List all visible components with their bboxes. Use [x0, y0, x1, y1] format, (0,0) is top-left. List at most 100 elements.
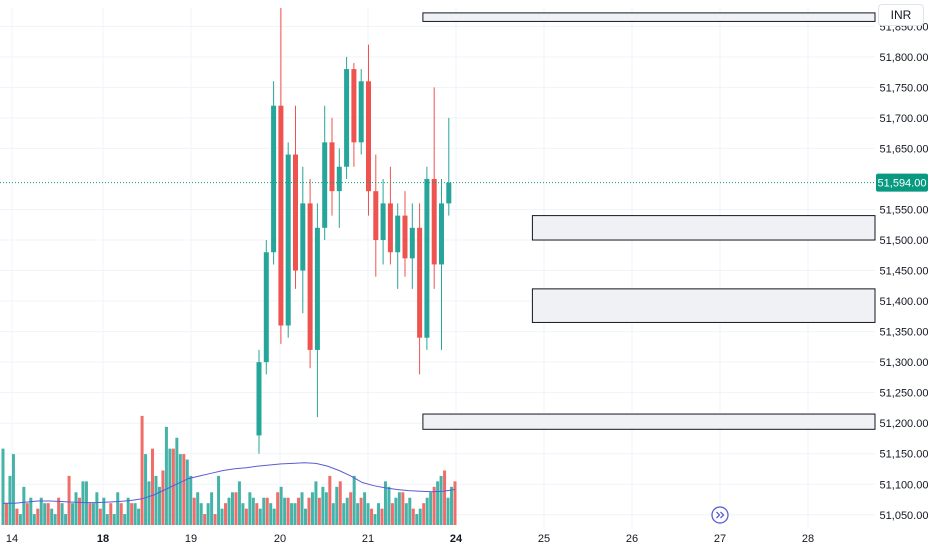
volume-bar: [71, 503, 75, 525]
volume-bar: [397, 492, 401, 525]
volume-bar: [98, 508, 102, 525]
price-tick-label: 51,500.00: [880, 235, 929, 247]
volume-bar: [22, 486, 26, 525]
time-tick-label: 18: [97, 533, 109, 545]
candle-body: [439, 203, 444, 265]
volume-bar: [147, 481, 151, 525]
volume-bar: [50, 508, 54, 525]
volume-bar: [331, 503, 335, 525]
candle-body: [300, 203, 306, 271]
candlesticks: [256, 8, 452, 454]
volume-bar: [255, 503, 259, 525]
volume-bar: [359, 497, 363, 525]
volume-bar: [130, 503, 134, 525]
volume-bar: [453, 481, 457, 525]
volume-bar: [105, 514, 109, 525]
volume-bar: [151, 448, 155, 525]
price-tick-label: 51,200.00: [880, 418, 929, 430]
volume-bar: [196, 492, 200, 525]
candle-body: [314, 227, 320, 350]
price-zones: [422, 12, 876, 430]
candle-body: [307, 203, 313, 350]
candle-body: [424, 178, 430, 338]
volume-bar: [189, 475, 193, 525]
volume-bar: [370, 508, 374, 525]
volume-bar: [310, 492, 314, 525]
volume-bar: [46, 503, 50, 525]
volume-bar: [18, 514, 22, 525]
volume-bar: [217, 475, 221, 525]
volume-bar: [411, 508, 415, 525]
volume-bar: [234, 492, 238, 525]
scroll-to-realtime-button[interactable]: [710, 505, 730, 525]
volume-bar: [383, 481, 387, 525]
price-tick-label: 51,450.00: [880, 266, 929, 278]
volume-bar: [1, 448, 5, 525]
volume-bar: [230, 492, 234, 525]
volume-bar: [157, 486, 161, 525]
price-tick-label: 51,050.00: [880, 510, 929, 522]
volume-moving-average-line: [3, 462, 456, 504]
price-tick-label: 51,250.00: [880, 388, 929, 400]
candle-body: [336, 166, 342, 192]
volume-bar: [338, 481, 342, 525]
price-axis[interactable]: 51,850.0051,800.0051,750.0051,700.0051,6…: [880, 21, 929, 521]
time-axis[interactable]: 14 18 19 20 21 24 25 26 27 28: [6, 533, 814, 545]
time-tick-label: 19: [185, 533, 197, 545]
candle-body: [446, 182, 452, 204]
last-price-label: 51,594.00: [878, 178, 927, 190]
volume-bar: [36, 508, 40, 525]
volume-bar: [418, 508, 422, 525]
time-tick-label: 20: [274, 533, 286, 545]
time-tick-label: 27: [714, 533, 726, 545]
volume-bar: [227, 497, 231, 525]
volume-bar: [390, 503, 394, 525]
candle-body: [387, 203, 393, 253]
candle-body: [322, 142, 328, 228]
candle-body: [409, 227, 415, 259]
volume-bar: [119, 503, 123, 525]
currency-label[interactable]: INR: [878, 4, 924, 26]
volume-bar: [192, 497, 196, 525]
volume-bar: [443, 470, 447, 525]
volume-bar: [401, 492, 405, 525]
volume-bar: [213, 514, 217, 525]
price-tick-label: 51,400.00: [880, 296, 929, 308]
volume-bar: [258, 508, 262, 525]
volume-bar: [244, 508, 248, 525]
volume-bar: [43, 503, 47, 525]
candle-body: [293, 154, 298, 271]
volume-bar: [269, 503, 273, 525]
volume-bar: [317, 497, 321, 525]
price-tick-label: 51,650.00: [880, 143, 929, 155]
volume-bar: [251, 497, 255, 525]
volume-bar: [182, 454, 186, 525]
volume-bar: [429, 492, 433, 525]
volume-bar: [321, 486, 325, 525]
volume-bar: [25, 503, 29, 525]
volume-bar: [439, 475, 443, 525]
candle-body: [358, 81, 364, 143]
volume-bar: [74, 492, 78, 525]
price-tick-label: 51,750.00: [880, 82, 929, 94]
volume-bar: [171, 448, 175, 525]
volume-bar: [262, 497, 266, 525]
volume-bar: [283, 497, 287, 525]
volume-bar: [241, 503, 245, 525]
volume-bar: [84, 481, 88, 525]
volume-bar: [77, 497, 81, 525]
volume-bar: [404, 503, 408, 525]
price-tick-label: 51,350.00: [880, 327, 929, 339]
volume-bar: [373, 514, 377, 525]
candle-body: [285, 154, 291, 326]
volume-bar: [387, 486, 391, 525]
volume-bar: [328, 475, 332, 525]
volume-bar: [199, 503, 203, 525]
chart-grid: [0, 8, 875, 527]
time-tick-label: 25: [538, 533, 550, 545]
price-tick-label: 51,700.00: [880, 113, 929, 125]
volume-bar: [220, 508, 224, 525]
volume-bar: [57, 497, 61, 525]
volume-bar: [175, 437, 179, 525]
